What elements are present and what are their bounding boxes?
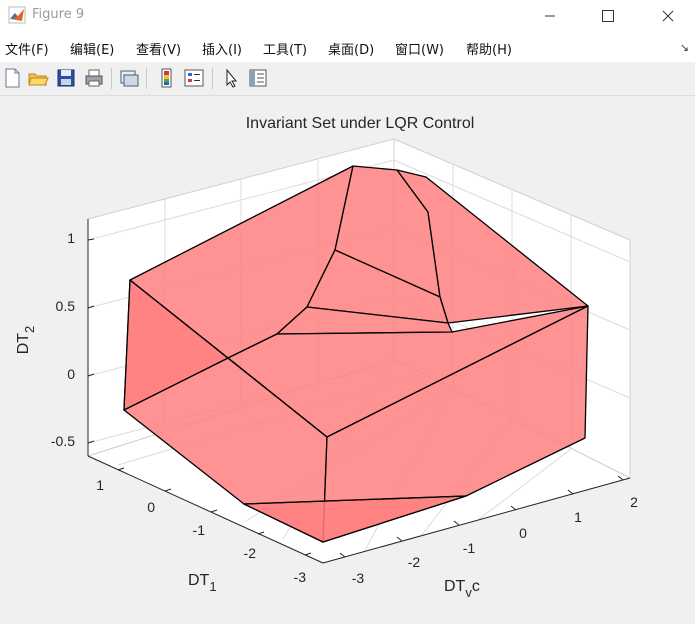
figure-canvas[interactable]: Invariant Set under LQR Control 1 0.5 0 … [0,96,695,620]
z-tick-label: 1 [67,230,75,246]
z-tick-label: 0 [67,366,75,382]
toolbar-separator [146,68,147,89]
close-button[interactable] [645,0,691,31]
z-axis-label-sub: 2 [22,326,37,333]
maximize-icon [602,9,614,22]
link-plot-icon[interactable] [118,67,140,89]
svg-text:DT2: DT2 [15,326,37,355]
y-tick-label: 0 [147,499,155,515]
menu-overflow-icon[interactable]: ↘ [679,41,689,54]
title-bar: Figure 9 [0,0,695,31]
x-axis-label-sub: v [465,585,472,600]
menu-edit[interactable]: 编辑(E) [70,43,115,58]
print-icon[interactable] [83,67,105,89]
y-axis-label-main: DT [188,572,210,589]
menu-desktop[interactable]: 桌面(D) [328,43,375,58]
save-icon[interactable] [55,67,77,89]
z-tick-label: 0.5 [56,298,76,314]
polytope-edges [129,279,467,505]
toolbar-separator [111,68,112,89]
x-tick-label: -1 [463,540,476,556]
x-tick-label: -3 [352,570,365,586]
menu-bar: 文件(F) 编辑(E) 查看(V) 插入(I) 工具(T) 桌面(D) 窗口(W… [0,31,695,62]
menu-view[interactable]: 查看(V) [136,43,182,58]
y-tick-label: 1 [96,477,104,493]
close-icon [662,10,674,21]
y-tick-label: -1 [193,522,206,538]
minimize-icon [545,15,555,16]
x-tick-label: -2 [408,554,421,570]
x-axis-label: DTvc [444,578,480,600]
z-axis-label-main: DT [15,333,32,355]
colorbar-icon[interactable] [156,67,178,89]
x-axis-label-main: DT [444,578,466,595]
minimize-button[interactable] [527,0,573,31]
axis-lines [87,219,631,564]
invariant-set-polytope[interactable] [123,165,589,543]
matlab-logo-icon [8,6,26,24]
property-inspector-icon[interactable] [247,67,269,89]
z-axis-label: DT2 [15,326,37,355]
open-file-icon[interactable] [27,67,49,89]
menu-help[interactable]: 帮助(H) [466,43,512,58]
menu-insert[interactable]: 插入(I) [202,43,242,58]
z-tick-label: -0.5 [51,433,75,449]
menu-window[interactable]: 窗口(W) [395,43,444,58]
x-axis-label-suffix: c [472,578,480,595]
axes-3d[interactable]: Invariant Set under LQR Control 1 0.5 0 … [0,96,695,620]
y-tick-label: -3 [294,569,307,585]
x-tick-label: 0 [519,525,527,541]
legend-icon[interactable] [183,67,205,89]
select-arrow-icon[interactable] [220,67,242,89]
window-title: Figure 9 [32,7,85,22]
x-tick-label: 1 [574,509,582,525]
toolbar [0,62,695,96]
x-tick-label: 2 [630,494,638,510]
menu-file[interactable]: 文件(F) [5,43,49,58]
y-axis-label: DT1 [188,572,217,594]
toolbar-separator [212,68,213,89]
y-tick-label: -2 [244,545,257,561]
y-axis-label-sub: 1 [209,579,216,594]
maximize-button[interactable] [585,0,631,31]
new-figure-icon[interactable] [1,67,23,89]
plot-title: Invariant Set under LQR Control [246,115,475,132]
menu-tools[interactable]: 工具(T) [263,43,308,58]
